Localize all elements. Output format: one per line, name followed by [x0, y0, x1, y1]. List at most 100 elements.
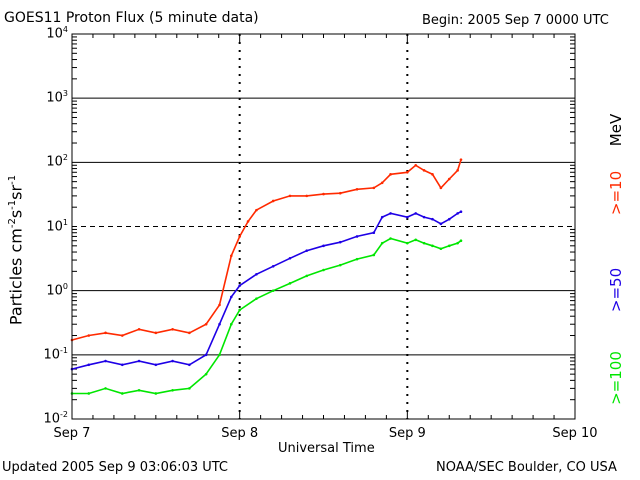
data-point	[288, 256, 292, 260]
data-point	[422, 169, 426, 172]
data-point	[406, 215, 409, 219]
data-point	[204, 322, 208, 326]
data-point	[406, 170, 409, 174]
data-point	[188, 363, 191, 367]
data-point	[204, 372, 208, 376]
data-point	[238, 308, 241, 312]
data-point	[338, 240, 342, 244]
data-point	[389, 212, 392, 215]
data-point	[246, 220, 250, 223]
data-point	[238, 284, 241, 287]
data-point	[87, 334, 91, 337]
data-point	[171, 389, 174, 392]
data-point	[188, 331, 191, 335]
y-tick-label: 102	[46, 153, 68, 170]
y-tick-label: 101	[46, 217, 68, 234]
x-tick-label: Sep 9	[388, 426, 426, 441]
legend-ge50: >=50	[607, 267, 625, 313]
data-point	[355, 187, 359, 191]
y-tick-label: 103	[46, 89, 68, 106]
begin-time: Begin: 2005 Sep 7 0000 UTC	[422, 13, 609, 28]
data-point	[104, 387, 107, 390]
data-point	[137, 327, 141, 331]
data-point	[439, 222, 443, 226]
data-point	[305, 194, 309, 198]
data-point	[121, 392, 124, 395]
data-point	[154, 331, 158, 335]
data-point	[104, 331, 107, 335]
data-point	[154, 363, 158, 367]
data-point	[414, 238, 418, 242]
data-point	[431, 244, 434, 248]
data-point	[188, 387, 191, 390]
legend-ge10: >=10	[607, 170, 625, 216]
data-point	[459, 210, 463, 214]
updated-time: Updated 2005 Sep 9 03:06:03 UTC	[2, 460, 229, 475]
data-point	[305, 249, 309, 252]
data-point	[338, 263, 342, 267]
data-point	[288, 194, 292, 198]
data-point	[456, 169, 459, 172]
data-point	[305, 274, 309, 278]
data-point	[459, 239, 463, 243]
data-point	[218, 322, 221, 326]
data-point	[380, 215, 384, 219]
series-line-1	[71, 210, 462, 370]
data-point	[218, 303, 221, 307]
y-axis-label: Particles cm-2s-1sr-1	[6, 174, 26, 326]
data-point	[431, 173, 434, 176]
data-point	[229, 254, 233, 258]
x-tick-label: Sep 10	[552, 426, 598, 441]
data-point	[137, 389, 141, 392]
y-tick-label: 104	[46, 25, 68, 42]
data-point	[171, 359, 174, 363]
chart-title: GOES11 Proton Flux (5 minute data)	[4, 10, 259, 26]
credit: NOAA/SEC Boulder, CO USA	[436, 460, 617, 475]
y-tick-label: 10-1	[43, 345, 68, 363]
data-point	[204, 353, 208, 357]
x-tick-label: Sep 8	[221, 426, 259, 441]
data-point	[456, 212, 459, 215]
plot-frame	[71, 33, 576, 420]
data-point	[456, 241, 459, 245]
legend-ge100: >=100	[607, 351, 625, 405]
data-point	[338, 191, 342, 195]
data-point	[406, 241, 409, 245]
data-point	[271, 289, 275, 292]
data-point	[431, 217, 434, 221]
data-point	[271, 199, 275, 203]
x-axis-label: Universal Time	[278, 441, 375, 456]
data-point	[238, 235, 241, 238]
data-point	[271, 264, 275, 268]
data-point	[389, 237, 392, 240]
data-point	[355, 257, 359, 261]
data-point	[439, 247, 443, 251]
data-point	[229, 322, 233, 326]
data-point	[87, 363, 91, 367]
data-point	[372, 186, 376, 190]
data-point	[322, 244, 325, 248]
data-point	[422, 215, 426, 219]
data-point	[459, 158, 463, 161]
data-point	[104, 359, 107, 363]
data-point	[414, 163, 418, 167]
data-point	[414, 212, 418, 215]
data-point	[372, 231, 376, 235]
data-point	[380, 181, 384, 185]
data-point	[121, 334, 124, 337]
data-point	[447, 177, 451, 181]
unit-label: MeV	[607, 113, 625, 147]
data-point	[447, 244, 451, 248]
data-point	[355, 235, 359, 238]
y-tick-label: 100	[46, 281, 68, 298]
data-point	[121, 363, 124, 367]
data-point	[372, 253, 376, 257]
data-point	[171, 327, 174, 331]
data-point	[255, 208, 258, 212]
data-point	[218, 353, 221, 357]
series-line-2	[72, 237, 462, 395]
y-tick-label: 10-2	[43, 410, 68, 427]
data-point	[154, 392, 158, 395]
data-point	[288, 282, 292, 285]
